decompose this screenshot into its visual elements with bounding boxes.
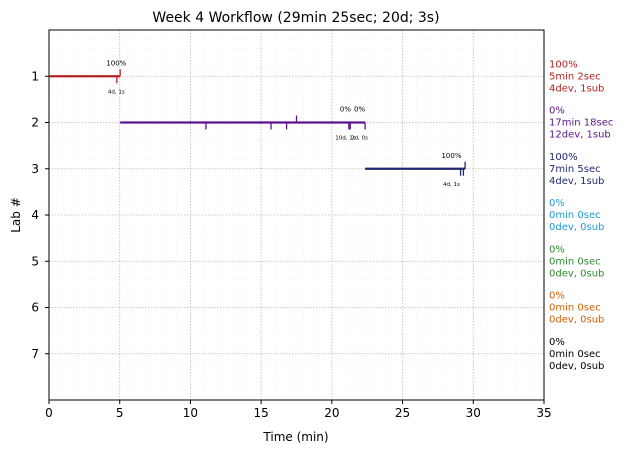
x-tick-label: 10 bbox=[183, 406, 198, 420]
y-tick-label: 6 bbox=[31, 301, 39, 315]
x-axis: 0 5 10 15 20 25 30 35 bbox=[45, 400, 552, 420]
lab-1-summary-line: 100% bbox=[549, 59, 578, 70]
lab-5-summary-line: 0min 0sec bbox=[549, 256, 601, 267]
lab-6-summary-line: 0dev, 0sub bbox=[549, 315, 604, 326]
y-axis: 1 2 3 4 5 6 7 bbox=[31, 69, 49, 361]
y-tick-label: 5 bbox=[31, 254, 39, 268]
x-axis-label: Time (min) bbox=[262, 430, 328, 444]
flag-counts: 4d, 1s bbox=[443, 182, 460, 188]
plot-area: 100% 4d, 1s 0% 10d, 1s 0% 2d, 0s 100% 4d, 1s bbox=[49, 59, 466, 188]
lab-4-summary-line: 0% bbox=[549, 198, 565, 209]
flag-percent: 100% bbox=[441, 152, 461, 160]
x-tick-label: 35 bbox=[536, 406, 551, 420]
lab-2-summary-line: 17min 18sec bbox=[549, 118, 613, 129]
lab-6-summary-line: 0% bbox=[549, 291, 565, 302]
lab-3-summary-line: 100% bbox=[549, 152, 578, 163]
x-tick-label: 5 bbox=[116, 406, 124, 420]
lab-6-summary-line: 0min 0sec bbox=[549, 303, 601, 314]
lab-7-summary-line: 0min 0sec bbox=[549, 349, 601, 360]
grid bbox=[48, 29, 545, 401]
lab-4-summary-line: 0min 0sec bbox=[549, 210, 601, 221]
lab-2-summary-line: 0% bbox=[549, 106, 565, 117]
lab-3-summary-line: 4dev, 1sub bbox=[549, 176, 604, 187]
y-tick-label: 4 bbox=[31, 208, 39, 222]
flag-percent: 0% bbox=[354, 106, 365, 114]
y-tick-label: 1 bbox=[31, 69, 39, 83]
flag-counts: 4d, 1s bbox=[108, 89, 125, 95]
lab-3-summary-line: 7min 5sec bbox=[549, 164, 601, 175]
lab-2-summary-line: 12dev, 1sub bbox=[549, 130, 611, 141]
y-tick-label: 7 bbox=[31, 347, 39, 361]
chart-title: Week 4 Workflow (29min 25sec; 20d; 3s) bbox=[152, 10, 439, 26]
x-tick-label: 15 bbox=[254, 406, 269, 420]
flag-counts: 10d, 1s bbox=[335, 136, 355, 142]
lab-4-summary-line: 0dev, 0sub bbox=[549, 222, 604, 233]
x-tick-label: 25 bbox=[395, 406, 410, 420]
x-tick-label: 30 bbox=[466, 406, 481, 420]
y-axis-label: Lab # bbox=[9, 197, 23, 233]
lab-5-summary-line: 0dev, 0sub bbox=[549, 268, 604, 279]
x-tick-label: 0 bbox=[45, 406, 53, 420]
lab-5-summary-line: 0% bbox=[549, 244, 565, 255]
lab-1-summary-line: 4dev, 1sub bbox=[549, 83, 604, 94]
y-tick-label: 2 bbox=[31, 116, 39, 130]
y-tick-label: 3 bbox=[31, 162, 39, 176]
flag-counts: 2d, 0s bbox=[351, 136, 368, 142]
lab-7-summary-line: 0dev, 0sub bbox=[549, 361, 604, 372]
x-tick-label: 20 bbox=[324, 406, 339, 420]
lab-7-summary-line: 0% bbox=[549, 337, 565, 348]
lab-1-summary-line: 5min 2sec bbox=[549, 71, 601, 82]
flag-percent: 100% bbox=[106, 59, 126, 67]
flag-percent: 0% bbox=[340, 106, 351, 114]
